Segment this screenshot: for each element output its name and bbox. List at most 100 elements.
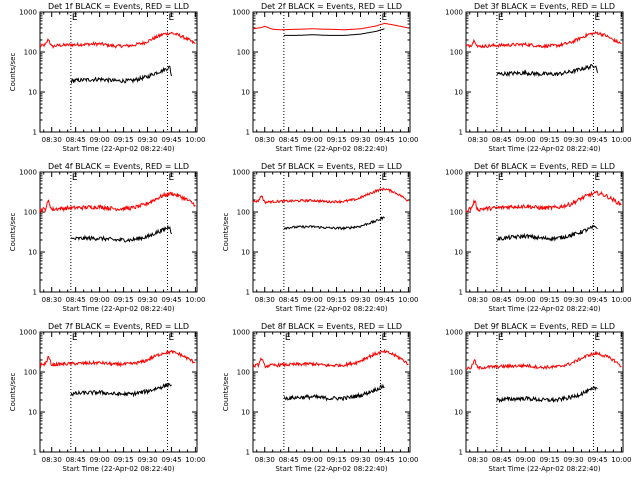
event-marker-label: E: [498, 333, 504, 343]
x-tick-label: 09:45: [374, 136, 394, 144]
x-tick-label: 09:00: [90, 456, 110, 464]
event-marker-label: E: [498, 13, 504, 23]
x-tick-label: 08:30: [255, 136, 275, 144]
event-marker-label: E: [72, 333, 78, 343]
chart-panel-6: Det 6f BLACK = Events, RED = LLD 1 10 100 10…: [445, 162, 631, 313]
event-marker-label: E: [381, 333, 387, 343]
chart-title: Det 7f BLACK = Events, RED = LLD: [48, 322, 189, 331]
y-tick-label: 100: [24, 49, 37, 57]
event-marker-label: E: [168, 173, 174, 183]
x-tick-label: 10:00: [185, 136, 205, 144]
series-events-line: [70, 382, 172, 398]
x-tick-label: 10:00: [398, 136, 418, 144]
y-tick-label: 10: [241, 249, 250, 257]
y-tick-label: 1000: [19, 169, 37, 177]
series-lld-line: [465, 350, 622, 371]
y-tick-label: 1000: [232, 9, 250, 17]
x-axis-label: Start Time (22-Apr-02 08:22:40): [275, 145, 387, 153]
series-lld-line: [252, 348, 409, 369]
x-axis-label: Start Time (22-Apr-02 08:22:40): [62, 305, 174, 313]
x-tick-label: 09:15: [326, 456, 346, 464]
x-tick-label: 10:00: [398, 296, 418, 304]
chart-title: Det 6f BLACK = Events, RED = LLD: [474, 162, 615, 171]
x-tick-label: 09:15: [113, 296, 133, 304]
chart-panel-1: Det 1f BLACK = Events, RED = LLD 1 10 100 10…: [9, 2, 205, 153]
x-axis-label: Start Time (22-Apr-02 08:22:40): [488, 465, 600, 473]
y-tick-label: 1000: [445, 9, 463, 17]
x-tick-label: 10:00: [185, 456, 205, 464]
x-tick-label: 09:00: [90, 296, 110, 304]
series-lld-line: [39, 191, 196, 214]
y-axis-label: Counts/sec: [9, 213, 17, 252]
y-tick-label: 1000: [232, 169, 250, 177]
x-tick-label: 09:00: [90, 136, 110, 144]
x-tick-label: 09:15: [113, 136, 133, 144]
x-tick-label: 10:00: [611, 456, 631, 464]
x-tick-label: 09:45: [587, 456, 607, 464]
x-tick-label: 09:15: [539, 296, 559, 304]
plot-frame: [39, 11, 198, 133]
y-tick-label: 1: [246, 129, 250, 137]
y-tick-label: 10: [454, 409, 463, 417]
chart-panel-4: Det 4f BLACK = Events, RED = LLD 1 10 100 10…: [9, 162, 205, 313]
y-tick-label: 1: [246, 289, 250, 297]
x-tick-label: 08:45: [279, 456, 299, 464]
y-tick-label: 1: [33, 289, 37, 297]
y-axis-label: Counts/sec: [222, 373, 230, 412]
plot-frame: [465, 11, 624, 133]
x-tick-label: 09:45: [587, 296, 607, 304]
x-tick-label: 09:30: [137, 136, 157, 144]
y-tick-label: 100: [237, 369, 250, 377]
x-tick-label: 09:30: [350, 136, 370, 144]
event-marker-label: E: [594, 13, 600, 23]
y-tick-label: 1: [33, 129, 37, 137]
chart-title: Det 3f BLACK = Events, RED = LLD: [474, 2, 615, 11]
x-tick-label: 08:30: [255, 456, 275, 464]
series-lld-line: [465, 30, 622, 49]
series-events-line: [283, 216, 385, 231]
y-tick-label: 100: [24, 369, 37, 377]
chart-panel-2: Det 2f BLACK = Events, RED = LLD 1 10 100 10…: [232, 2, 418, 153]
x-axis-label: Start Time (22-Apr-02 08:22:40): [275, 465, 387, 473]
x-tick-label: 08:45: [279, 136, 299, 144]
series-events-line: [496, 64, 598, 78]
series-events-line: [496, 224, 598, 242]
chart-title: Det 1f BLACK = Events, RED = LLD: [48, 2, 189, 11]
chart-title: Det 2f BLACK = Events, RED = LLD: [261, 2, 402, 11]
x-tick-label: 09:00: [516, 456, 536, 464]
x-tick-label: 09:00: [303, 136, 323, 144]
y-tick-label: 100: [237, 49, 250, 57]
x-tick-label: 09:00: [516, 296, 536, 304]
plot-frame: [465, 331, 624, 453]
y-tick-label: 1000: [19, 9, 37, 17]
series-lld-line: [39, 349, 196, 369]
x-tick-label: 09:15: [539, 456, 559, 464]
x-tick-label: 10:00: [611, 296, 631, 304]
x-tick-label: 09:45: [161, 456, 181, 464]
y-tick-label: 100: [450, 49, 463, 57]
event-marker-label: E: [381, 13, 387, 23]
chart-panel-8: Det 8f BLACK = Events, RED = LLD 1 10 100 10…: [222, 322, 418, 473]
event-marker-label: E: [498, 173, 504, 183]
x-axis-label: Start Time (22-Apr-02 08:22:40): [488, 305, 600, 313]
chart-panel-3: Det 3f BLACK = Events, RED = LLD 1 10 100 10…: [445, 2, 631, 153]
series-lld-line: [39, 30, 196, 50]
event-marker-label: E: [594, 333, 600, 343]
x-tick-label: 08:30: [255, 296, 275, 304]
series-events-line: [70, 224, 172, 243]
x-tick-label: 08:45: [492, 136, 512, 144]
x-tick-label: 09:45: [161, 296, 181, 304]
chart-title: Det 5f BLACK = Events, RED = LLD: [261, 162, 402, 171]
x-tick-label: 09:00: [516, 136, 536, 144]
series-lld-line: [252, 22, 409, 31]
y-tick-label: 1000: [232, 329, 250, 337]
x-tick-label: 09:30: [137, 296, 157, 304]
x-axis-label: Start Time (22-Apr-02 08:22:40): [488, 145, 600, 153]
series-events-line: [283, 28, 385, 36]
y-tick-label: 1: [246, 449, 250, 457]
x-tick-label: 08:45: [66, 296, 86, 304]
y-tick-label: 1000: [445, 169, 463, 177]
y-tick-label: 10: [241, 409, 250, 417]
x-tick-label: 08:45: [279, 296, 299, 304]
plot-frame: [252, 171, 411, 293]
